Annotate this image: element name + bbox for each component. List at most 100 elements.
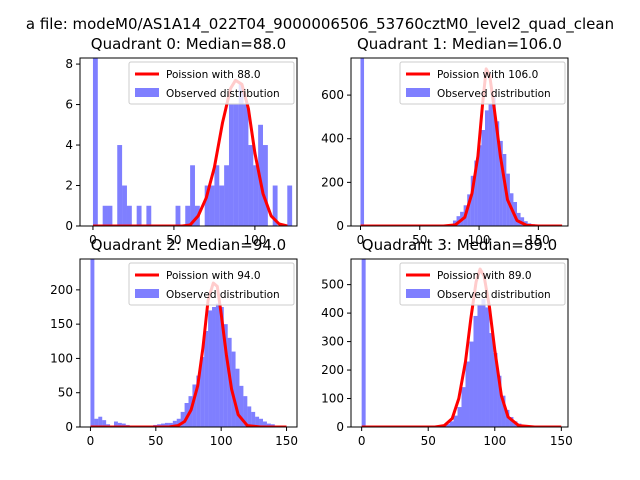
histogram-bar bbox=[251, 411, 256, 427]
histogram-bar bbox=[473, 315, 478, 427]
y-tick-label: 8 bbox=[65, 57, 73, 71]
histogram-bar bbox=[94, 418, 99, 427]
histogram-bar bbox=[185, 205, 191, 226]
histogram-bar bbox=[208, 310, 213, 427]
histogram-bar bbox=[161, 423, 165, 427]
legend-label-poisson: Poission with 106.0 bbox=[437, 69, 538, 81]
histogram-bar bbox=[233, 104, 239, 226]
legend-frame bbox=[399, 61, 566, 105]
histogram-bar bbox=[467, 194, 471, 226]
y-tick-label: 400 bbox=[321, 132, 344, 146]
legend-label-poisson: Poission with 89.0 bbox=[437, 270, 532, 282]
legend: Poission with 89.0 Observed distribution bbox=[399, 262, 566, 306]
x-tick-label: 100 bbox=[468, 233, 491, 247]
y-tick-label: 50 bbox=[58, 386, 73, 400]
histogram-bar bbox=[239, 385, 244, 427]
subplot-quadrant-0: 0 50 100 0 2 4 6 8 Quadrant 0: Median=88.0 Poissi… bbox=[65, 35, 298, 247]
y-tick-label: 100 bbox=[321, 392, 344, 406]
y-tick-label: 600 bbox=[321, 88, 344, 102]
legend-frame bbox=[128, 61, 295, 105]
legend-label-observed: Observed distribution bbox=[166, 289, 280, 301]
x-tick-label: 50 bbox=[148, 434, 163, 448]
legend: Poission with 94.0 Observed distribution bbox=[128, 262, 295, 306]
histogram-bar bbox=[176, 418, 181, 427]
histogram-bar bbox=[196, 375, 201, 427]
histogram-bar bbox=[168, 422, 173, 427]
histogram-bar bbox=[497, 375, 502, 427]
x-tick-label: 100 bbox=[210, 434, 233, 448]
histogram-bar bbox=[457, 407, 462, 427]
histogram-bar bbox=[200, 357, 205, 427]
y-tick-label: 400 bbox=[321, 306, 344, 320]
histogram-bar bbox=[248, 145, 254, 226]
histogram-bar bbox=[488, 103, 493, 226]
x-tick-label: 0 bbox=[358, 434, 366, 448]
histogram-bar bbox=[449, 421, 454, 427]
legend-label-observed: Observed distribution bbox=[437, 289, 551, 301]
subplot-title: Quadrant 3: Median=89.0 bbox=[362, 236, 557, 254]
histogram-bar bbox=[219, 307, 224, 427]
axes-frame bbox=[79, 258, 298, 428]
legend-bar-swatch bbox=[406, 88, 430, 97]
histogram-bar bbox=[465, 361, 470, 427]
histogram-bar bbox=[263, 421, 267, 427]
y-tick-label: 0 bbox=[336, 420, 344, 434]
histogram-bar bbox=[192, 384, 197, 427]
histogram-bar bbox=[287, 185, 293, 226]
y-tick-label: 300 bbox=[321, 335, 344, 349]
histogram-bar bbox=[238, 84, 244, 226]
histogram-bar bbox=[224, 165, 229, 226]
histogram-bar bbox=[235, 368, 240, 427]
subplot-title: Quadrant 1: Median=106.0 bbox=[357, 35, 562, 53]
x-tick-label: 0 bbox=[87, 434, 95, 448]
histogram-bar bbox=[146, 205, 152, 226]
histogram-bar bbox=[212, 307, 216, 427]
legend-label-poisson: Poission with 94.0 bbox=[166, 270, 261, 282]
histogram bbox=[361, 259, 534, 427]
histogram-bar bbox=[204, 185, 210, 226]
histogram-bar bbox=[259, 418, 264, 427]
histogram-bar bbox=[493, 352, 498, 427]
figure-suptitle: a file: modeM0/AS1A14_022T04_9000006506_… bbox=[26, 15, 614, 34]
histogram-bar bbox=[117, 422, 122, 427]
x-tick-label: 0 bbox=[357, 233, 365, 247]
histogram-bar bbox=[445, 424, 450, 427]
histogram-bar bbox=[452, 220, 457, 226]
histogram-bar bbox=[190, 165, 195, 226]
legend-label-observed: Observed distribution bbox=[437, 88, 551, 100]
histogram-bar bbox=[477, 304, 482, 427]
x-tick-label: 50 bbox=[412, 233, 427, 247]
histogram-bar bbox=[481, 130, 485, 226]
histogram-bar bbox=[121, 423, 126, 427]
histogram-bar bbox=[122, 185, 127, 226]
histogram-bar bbox=[164, 422, 169, 427]
histogram bbox=[90, 259, 287, 427]
histogram-bar bbox=[495, 121, 500, 226]
histogram-bar bbox=[361, 259, 366, 427]
histogram-bar bbox=[90, 259, 95, 427]
legend-bar-swatch bbox=[135, 289, 159, 298]
y-tick-label: 150 bbox=[50, 317, 73, 331]
histogram-bar bbox=[102, 420, 107, 427]
legend-label-observed: Observed distribution bbox=[166, 88, 280, 100]
histogram-bar bbox=[517, 212, 521, 226]
y-tick-label: 500 bbox=[321, 278, 344, 292]
histogram-bar bbox=[214, 165, 220, 226]
y-tick-label: 100 bbox=[50, 351, 73, 365]
histogram-bar bbox=[501, 395, 506, 427]
x-tick-label: 150 bbox=[527, 233, 550, 247]
histogram-bar bbox=[509, 417, 514, 427]
legend: Poission with 88.0 Observed distribution bbox=[128, 61, 295, 105]
histogram-bar bbox=[470, 175, 475, 226]
y-tick-label: 200 bbox=[321, 175, 344, 189]
subplot-title: Quadrant 2: Median=94.0 bbox=[91, 236, 286, 254]
histogram-bar bbox=[272, 185, 278, 226]
histogram-bar bbox=[126, 205, 132, 226]
legend-frame bbox=[399, 262, 566, 306]
histogram bbox=[92, 58, 293, 226]
y-tick-label: 6 bbox=[65, 98, 73, 112]
axes-frame bbox=[79, 57, 298, 227]
histogram-bar bbox=[180, 411, 185, 427]
histogram-bar bbox=[253, 165, 259, 226]
